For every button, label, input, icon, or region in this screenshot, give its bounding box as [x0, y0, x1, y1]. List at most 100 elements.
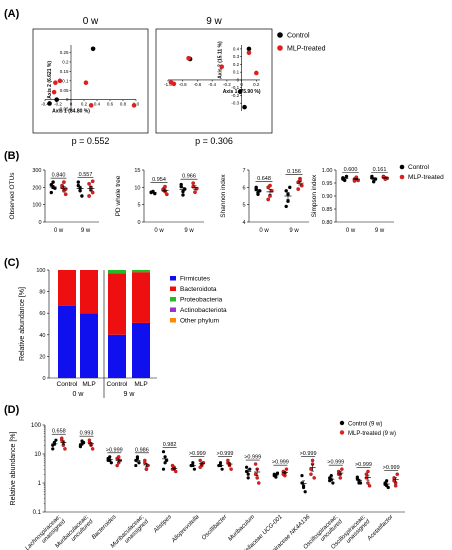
y-tick-label: 0.2 [62, 59, 69, 64]
data-point-mlp [186, 55, 191, 61]
data-point-control [246, 476, 250, 480]
data-point-mlp [219, 64, 225, 70]
data-point-mlp [59, 436, 64, 440]
data-point-control [300, 473, 304, 478]
bar-segment-bacteroidota [132, 272, 150, 323]
y-tick-label: 1.00 [322, 168, 333, 174]
data-point-control [161, 450, 166, 454]
x-tick-label: -0.6 [194, 82, 202, 87]
y-tick-label: -0.05 [58, 107, 69, 112]
legend-label: Other phylum [180, 318, 219, 325]
y-tick-label: 6 [242, 185, 245, 191]
legend-swatch [170, 307, 176, 312]
data-point-control [386, 485, 390, 490]
y-tick-label: 7 [242, 168, 245, 174]
p-value: >0.999 [383, 465, 400, 471]
data-point-control [181, 189, 185, 194]
x-tick-label: -0.2 [54, 102, 62, 107]
y-tick-label: 0.15 [60, 69, 69, 74]
y-tick-label: 1 [38, 481, 42, 487]
y-tick-label: 100 [36, 268, 45, 274]
legend-b: Control MLP-treated [399, 164, 444, 181]
data-point-control [51, 180, 55, 184]
p-value: 0.966 [182, 174, 196, 180]
data-point-control [78, 444, 83, 449]
data-point-mlp [62, 180, 66, 184]
plot-title: 0 w [83, 16, 99, 27]
y-axis-label: Simpson index [311, 174, 318, 217]
data-point-mlp [268, 183, 272, 188]
data-point-mlp [393, 484, 398, 488]
x-tick-label: Alloprevotella [170, 514, 201, 545]
legend-label: MLP-treated [287, 46, 326, 53]
x-tick-label: 9 w [289, 228, 299, 234]
plot-frame [155, 28, 273, 134]
legend-label: MLP-treated (9 w) [348, 431, 396, 437]
p-value: 0.982 [163, 442, 177, 448]
x-tick-label: 1.0 [133, 102, 140, 107]
data-point-mlp [63, 192, 68, 197]
data-point-mlp [144, 467, 149, 471]
stacked-bar-chart: 0 20 40 60 80 100 Relative abundance [%] Contro… [19, 268, 227, 398]
y-tick-label: 0.85 [322, 207, 333, 213]
data-point-mlp [53, 80, 58, 86]
data-point-mlp [296, 187, 301, 191]
legend-marker [277, 32, 283, 38]
y-tick-label: 0 [137, 220, 140, 226]
y-tick-label: 15 [134, 168, 140, 174]
data-point-mlp [229, 467, 233, 471]
data-point-mlp [131, 103, 137, 108]
p-value: >0.999 [272, 460, 289, 466]
legend-label: Bacteroidota [180, 286, 217, 293]
x-tick-label: Alistipes [152, 514, 173, 535]
legend-swatch [170, 318, 176, 323]
data-point-mlp [57, 78, 63, 84]
panel-label: (A) [4, 8, 20, 20]
data-point-mlp [395, 472, 400, 477]
x-tick-label: 0.2 [81, 102, 88, 107]
legend-swatch [170, 276, 176, 281]
data-point-mlp [87, 182, 91, 186]
data-point-mlp [366, 481, 370, 485]
data-point-mlp [90, 190, 95, 195]
data-point-control [254, 185, 258, 190]
p-value: 0.156 [287, 169, 301, 175]
x-tick-label: -1.0 [164, 82, 172, 87]
data-point-mlp [198, 465, 202, 469]
y-tick-label: 0.1 [233, 70, 240, 75]
figure-layer: (A) (B) (C) (D) 0 w -0.4 -0.2 0 0.2 0.4 0.6 0.8 1.0 -… [4, 8, 444, 550]
bar-segment-proteobacteria [132, 270, 150, 273]
legend-label: Proteobacteria [180, 297, 223, 304]
p-value: 0.993 [80, 431, 94, 437]
data-point-mlp [198, 458, 202, 463]
bar-segment-firmicutes [58, 305, 76, 378]
data-point-control [165, 458, 169, 463]
data-point-mlp [366, 469, 370, 474]
legend-label: Firmicutes [180, 276, 211, 283]
data-point-control [191, 461, 195, 465]
data-point-mlp [253, 472, 258, 477]
y-axis-label: Relative abundance [%] [19, 287, 26, 361]
plot-frame [32, 28, 149, 134]
data-point-mlp [193, 190, 197, 195]
bar-segment-firmicutes [80, 313, 98, 378]
x-tick-label: -0.4 [41, 102, 49, 107]
y-tick-label: -0.2 [231, 93, 239, 98]
data-point-control [54, 438, 58, 442]
data-point-control [218, 461, 223, 465]
data-point-control [331, 481, 335, 485]
data-point-mlp [173, 469, 178, 474]
x-tick-label: Oscillibacter [201, 513, 229, 541]
data-point-mlp [143, 458, 147, 463]
p-value: >0.999 [300, 451, 317, 457]
data-point-mlp [226, 458, 230, 463]
data-point-control [220, 467, 224, 471]
data-point-mlp [83, 80, 89, 86]
y-tick-label: 100 [31, 423, 42, 429]
x-tick-label: -0.8 [179, 82, 187, 87]
bar-segment-bacteroidota [58, 270, 76, 306]
data-point-control [357, 481, 361, 485]
data-point-mlp [115, 463, 119, 468]
